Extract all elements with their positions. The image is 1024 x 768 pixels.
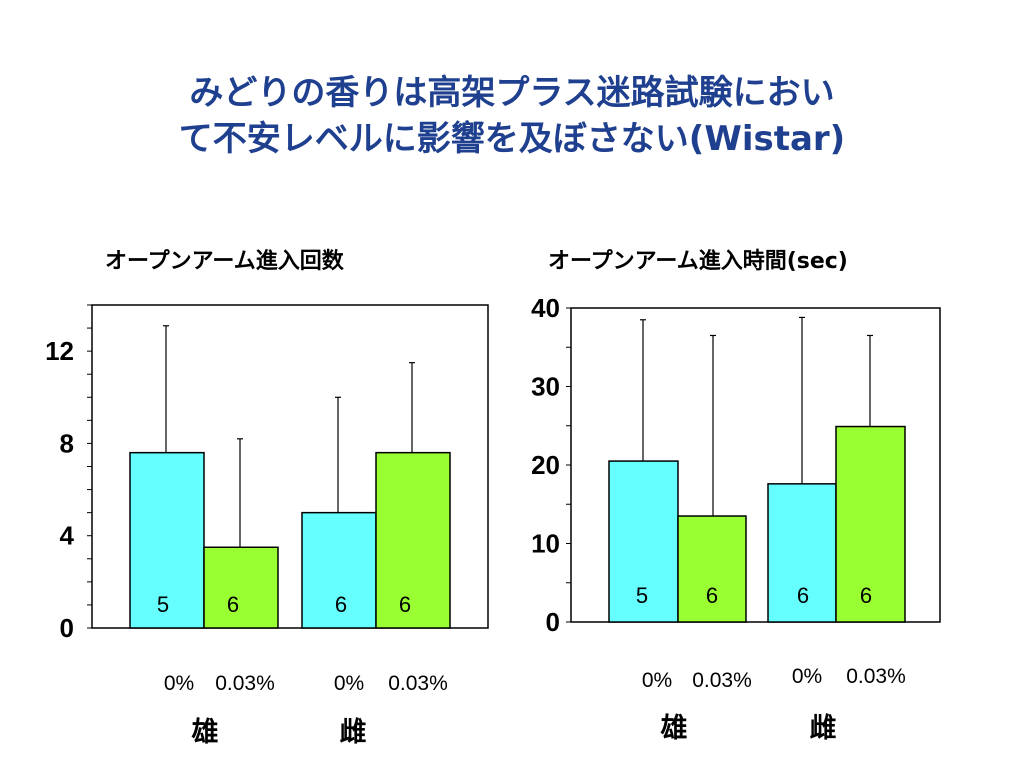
group-label-female: 雌 (810, 712, 837, 744)
page-title: みどりの香りは高架プラス迷路試験におい て不安レベルに影響を及ぼさない(Wist… (0, 70, 1024, 162)
bar-0_03pct-male (203, 546, 279, 629)
open-arm-time-chart: オープンアーム進入時間(sec) 0 10 20 30 40 5 6 6 6 0% 0.… (531, 249, 941, 744)
y-tick-label: 0 (60, 613, 74, 643)
group-label-male: 雄 (191, 717, 219, 748)
error-bars (640, 316, 873, 517)
group-label-female: 雌 (340, 716, 367, 748)
y-tick-label: 30 (531, 372, 560, 402)
chart-title-entries: オープンアーム進入回数 (105, 248, 345, 274)
bar-0_03pct-male (677, 515, 747, 623)
x-category-labels: 0% 0.03% 0% 0.03% (642, 665, 906, 692)
bar-0pct-male (608, 460, 679, 623)
category-label: 0% (792, 665, 822, 688)
n-label: 6 (860, 583, 872, 608)
category-label: 0% (334, 672, 364, 695)
category-label: 0% (642, 669, 672, 692)
y-tick-label: 8 (60, 428, 74, 458)
error-bars (163, 325, 415, 548)
x-category-labels: 0% 0.03% 0% 0.03% (164, 672, 448, 695)
bars (129, 451, 451, 629)
bar-0_03pct-female (375, 451, 451, 629)
y-axis-ticks: 0 4 8 12 (45, 304, 92, 643)
chart-title-time: オープンアーム進入時間(sec) (548, 249, 848, 274)
y-tick-label: 0 (546, 607, 560, 637)
n-label: 6 (399, 592, 411, 617)
n-label: 6 (797, 583, 809, 608)
y-tick-label: 20 (531, 450, 560, 480)
y-tick-label: 40 (531, 293, 560, 323)
bar-0pct-female (301, 511, 377, 629)
n-label: 5 (636, 583, 648, 608)
n-label: 6 (227, 592, 239, 617)
y-tick-label: 4 (60, 521, 75, 551)
bars (608, 425, 906, 623)
y-tick-label: 12 (45, 336, 74, 366)
y-axis-ticks: 0 10 20 30 40 (531, 293, 571, 637)
category-label: 0.03% (846, 665, 906, 688)
open-arm-entries-chart: オープンアーム進入回数 0 4 8 12 5 6 6 6 0% 0.03% 0% 0.… (45, 248, 489, 748)
category-label: 0.03% (692, 669, 752, 692)
n-labels: 5 6 6 6 (636, 583, 872, 608)
bar-0pct-female (767, 483, 837, 623)
category-label: 0.03% (388, 672, 448, 695)
category-label: 0.03% (215, 672, 275, 695)
n-label: 6 (335, 592, 347, 617)
title-line-2: て不安レベルに影響を及ぼさない(Wistar) (178, 119, 846, 159)
n-label: 6 (706, 583, 718, 608)
group-label-male: 雄 (660, 713, 688, 744)
title-line-1: みどりの香りは高架プラス迷路試験におい (189, 73, 835, 113)
category-label: 0% (164, 672, 194, 695)
y-tick-label: 10 (531, 529, 560, 559)
bar-0_03pct-female (835, 425, 906, 623)
n-labels: 5 6 6 6 (157, 592, 411, 617)
bar-0pct-male (129, 451, 205, 629)
n-label: 5 (157, 592, 169, 617)
